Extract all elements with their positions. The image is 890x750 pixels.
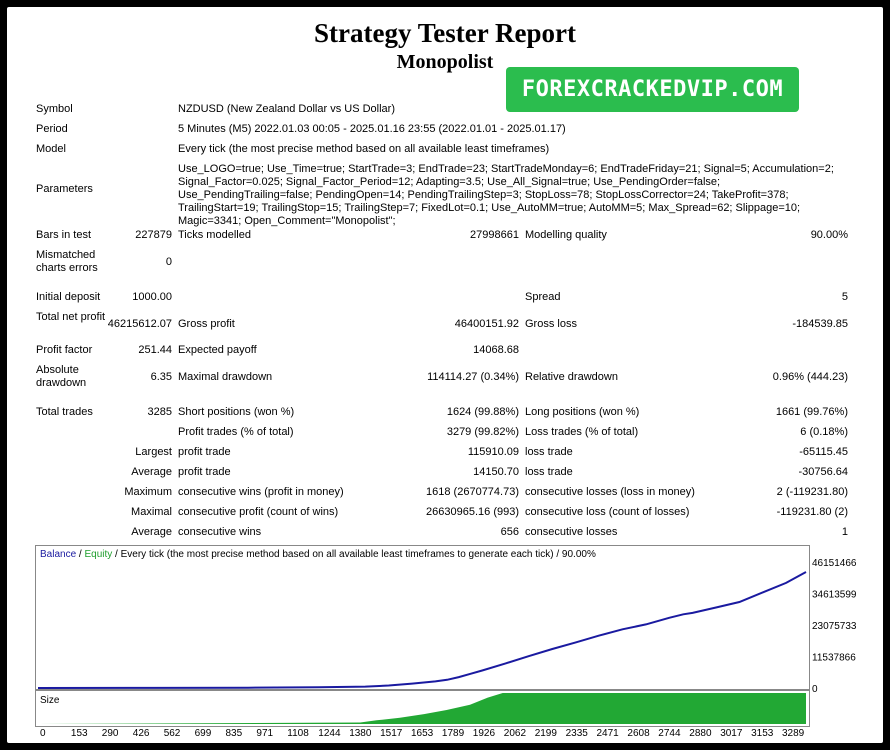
quality-value: 90.00% — [810, 229, 848, 241]
loss-trades-label: Loss trades (% of total) — [525, 426, 639, 438]
total-trades-label: Total trades — [36, 406, 93, 418]
net-profit-value: 46215612.07 — [107, 318, 172, 330]
avg-consecutive-wins-value: 656 — [500, 526, 519, 538]
absolute-drawdown-label: Absolute drawdown — [36, 364, 87, 389]
legend-equity: Equity — [84, 549, 113, 560]
short-positions-label: Short positions (won %) — [178, 406, 295, 418]
bars-label: Bars in test — [36, 229, 92, 241]
legend-balance: Balance — [40, 549, 77, 560]
absolute-drawdown-value: 6.35 — [150, 371, 172, 383]
maximal-consecutive-profit-value: 26630965.16 (993) — [426, 506, 519, 518]
avg-consecutive-losses-value: 1 — [841, 526, 848, 538]
max-consecutive-losses-value: 2 (-119231.80) — [776, 486, 848, 498]
relative-drawdown-value: 0.96% (444.23) — [772, 371, 848, 383]
average-profit-value: 14150.70 — [473, 466, 519, 478]
maximum-label: Maximum — [124, 486, 172, 498]
avg-consecutive-wins-label: consecutive wins — [178, 526, 262, 538]
chart-legend: Balance / Equity / Every tick (the most … — [40, 549, 596, 560]
deposit-value: 1000.00 — [132, 291, 172, 303]
gross-profit-value: 46400151.92 — [454, 318, 519, 330]
parameters-label: Parameters — [36, 183, 93, 195]
ticks-value: 27998661 — [470, 229, 519, 241]
maximal-drawdown-label: Maximal drawdown — [178, 371, 273, 383]
gross-loss-label: Gross loss — [525, 318, 577, 330]
profit-factor-label: Profit factor — [36, 344, 93, 356]
ticks-label: Ticks modelled — [178, 229, 251, 241]
period-label: Period — [36, 123, 68, 135]
maximal-label: Maximal — [131, 506, 172, 518]
spread-label: Spread — [525, 291, 561, 303]
legend-sep: / — [76, 549, 85, 560]
maximal-consecutive-loss-value: -119231.80 (2) — [776, 506, 848, 518]
report-title: Strategy Tester Report — [314, 18, 576, 48]
profit-trades-label: Profit trades (% of total) — [178, 426, 294, 438]
relative-drawdown-label: Relative drawdown — [525, 371, 618, 383]
maximal-consecutive-loss-label: consecutive loss (count of losses) — [525, 506, 690, 518]
gross-loss-value: -184539.85 — [792, 318, 848, 330]
average-label: Average — [131, 466, 172, 478]
net-profit-label: Total net profit — [36, 311, 106, 323]
largest-profit-label: profit trade — [178, 446, 231, 458]
period-value: 5 Minutes (M5) 2022.01.03 00:05 - 2025.0… — [178, 123, 566, 135]
spread-value: 5 — [841, 291, 848, 303]
average-loss-value: -30756.64 — [798, 466, 848, 478]
legend-description: / Every tick (the most precise method ba… — [112, 549, 596, 560]
bars-value: 227879 — [135, 229, 172, 241]
symbol-label: Symbol — [36, 103, 73, 115]
parameters-value: Use_LOGO=true; Use_Time=true; StartTrade… — [178, 163, 834, 227]
model-value: Every tick (the most precise method base… — [178, 143, 550, 155]
watermark-banner: FOREXCRACKEDVIP.COM — [506, 67, 799, 112]
quality-label: Modelling quality — [525, 229, 607, 241]
size-chart-area — [35, 690, 810, 727]
largest-label: Largest — [135, 446, 172, 458]
max-consecutive-wins-label: consecutive wins (profit in money) — [178, 486, 344, 498]
short-positions-value: 1624 (99.88%) — [446, 406, 519, 418]
largest-loss-value: -65115.45 — [799, 446, 848, 458]
total-trades-value: 3285 — [147, 406, 172, 418]
symbol-value: NZDUSD (New Zealand Dollar vs US Dollar) — [178, 103, 395, 115]
max-consecutive-wins-value: 1618 (2670774.73) — [426, 486, 519, 498]
deposit-label: Initial deposit — [36, 291, 101, 303]
maximal-drawdown-value: 114114.27 (0.34%) — [427, 371, 519, 383]
expected-payoff-label: Expected payoff — [178, 344, 257, 356]
average-loss-label: loss trade — [525, 466, 573, 478]
mismatched-label: Mismatched charts errors — [36, 249, 98, 274]
long-positions-value: 1661 (99.76%) — [775, 406, 848, 418]
expected-payoff-value: 14068.68 — [473, 344, 519, 356]
report-subtitle: Monopolist — [396, 51, 494, 73]
mismatched-value: 0 — [165, 256, 172, 268]
balance-chart-area — [35, 545, 810, 690]
gross-profit-label: Gross profit — [178, 318, 235, 330]
loss-trades-value: 6 (0.18%) — [800, 426, 848, 438]
average-profit-label: profit trade — [178, 466, 231, 478]
max-consecutive-losses-label: consecutive losses (loss in money) — [525, 486, 695, 498]
avg-consecutive-losses-label: consecutive losses — [525, 526, 618, 538]
maximal-consecutive-profit-label: consecutive profit (count of wins) — [178, 506, 339, 518]
long-positions-label: Long positions (won %) — [525, 406, 640, 418]
average2-label: Average — [131, 526, 172, 538]
model-label: Model — [36, 143, 66, 155]
profit-factor-value: 251.44 — [138, 344, 172, 356]
largest-profit-value: 115910.09 — [467, 446, 519, 458]
profit-trades-value: 3279 (99.82%) — [446, 426, 519, 438]
largest-loss-label: loss trade — [525, 446, 573, 458]
